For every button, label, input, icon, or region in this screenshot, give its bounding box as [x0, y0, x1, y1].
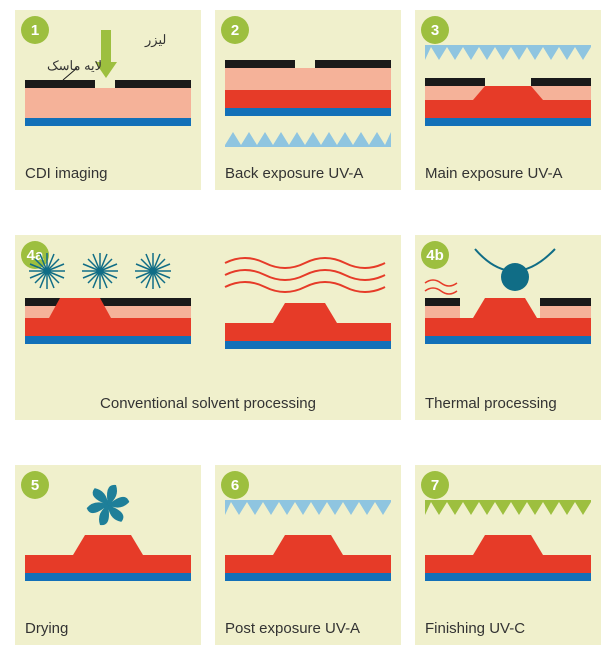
panel-2: 2 Back exposure UV-A — [215, 10, 401, 190]
label-4b: Thermal processing — [425, 395, 557, 412]
diagram-2 — [215, 20, 401, 160]
panel-4a: 4a — [15, 235, 401, 420]
diagram-1 — [15, 20, 201, 160]
panel-4b: 4b Thermal processing — [415, 235, 601, 420]
diagram-4b — [415, 243, 601, 393]
label-2: Back exposure UV-A — [225, 165, 363, 182]
panel-1: 1 لیزر لایه ماسک CDI imaging — [15, 10, 201, 190]
panel-6: 6 Post exposure UV-A — [215, 465, 401, 645]
panel-5: 5 Drying — [15, 465, 201, 645]
panel-3: 3 Main exposure UV-A — [415, 10, 601, 190]
diagram-5 — [15, 475, 201, 615]
label-5: Drying — [25, 620, 68, 637]
diagram-7 — [415, 475, 601, 615]
label-7: Finishing UV-C — [425, 620, 525, 637]
label-6: Post exposure UV-A — [225, 620, 360, 637]
diagram-3 — [415, 20, 601, 160]
label-1: CDI imaging — [25, 165, 108, 182]
annot-laser: لیزر — [145, 32, 166, 48]
label-4a: Conventional solvent processing — [15, 395, 401, 412]
diagram-4a — [15, 243, 401, 393]
annot-mask: لایه ماسک — [47, 58, 102, 74]
panel-7: 7 Finishing UV-C — [415, 465, 601, 645]
diagram-6 — [215, 475, 401, 615]
label-3: Main exposure UV-A — [425, 165, 563, 182]
